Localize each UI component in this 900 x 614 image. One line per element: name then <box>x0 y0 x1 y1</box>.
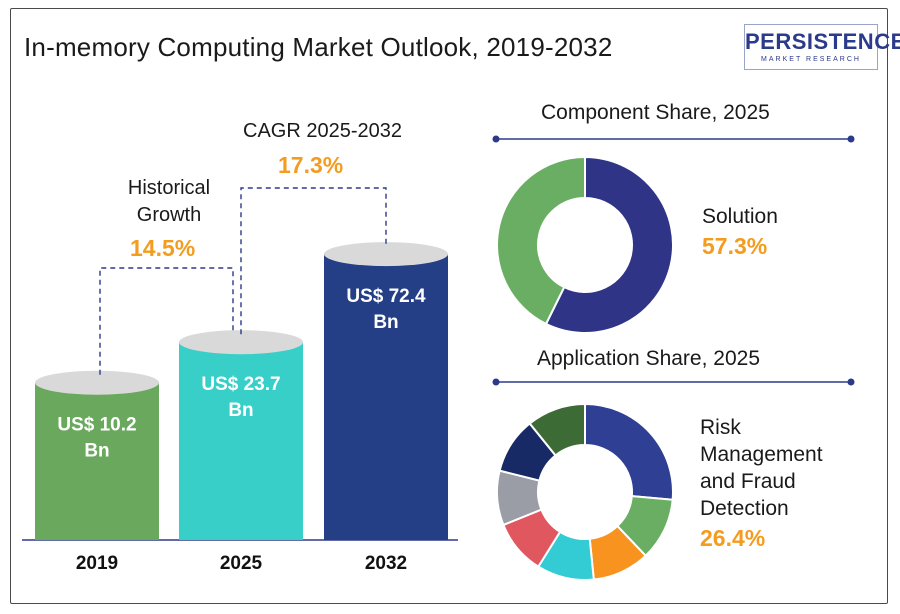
historical-growth-label: Historical Growth <box>104 175 234 229</box>
x-tick-label-2025: 2025 <box>220 553 263 574</box>
bar-value-label-2032: US$ 72.4 <box>346 286 426 307</box>
brand-logo: PERSISTENCE MARKET RESEARCH <box>744 24 900 70</box>
bar-value-label-2025: US$ 23.7 <box>201 374 280 395</box>
bar-value-unit-2019: Bn <box>84 441 109 462</box>
x-tick-label-2019: 2019 <box>76 553 118 574</box>
infographic-frame <box>10 8 888 604</box>
bar-value-unit-2025: Bn <box>228 400 253 421</box>
application-divider-dot-left <box>492 378 500 386</box>
component-donut-chart <box>496 155 674 334</box>
component-donut-slice-1 <box>496 155 586 326</box>
component-donut-slice-0 <box>544 155 674 334</box>
component-divider-dot-left <box>492 135 500 143</box>
component-highlight-value: 57.3% <box>702 233 768 259</box>
application-donut-chart <box>496 402 674 581</box>
historical-growth-line1: Historical <box>127 177 211 199</box>
x-tick-label-2032: 2032 <box>365 553 407 574</box>
bar-2019 <box>35 382 159 540</box>
bar-top-2032 <box>324 242 448 267</box>
logo-subtitle: MARKET RESEARCH <box>761 56 861 63</box>
page-title: In-memory Computing Market Outlook, 2019… <box>24 32 613 62</box>
bar-top-2019 <box>35 370 159 395</box>
application-highlight-line3: and Fraud <box>700 470 796 493</box>
component-highlight-label: Solution <box>702 205 778 228</box>
cagr-label: CAGR 2025-2032 <box>243 120 402 142</box>
application-donut-slice-7 <box>528 402 586 457</box>
application-donut-slice-0 <box>584 402 674 501</box>
application-highlight-line4: Detection <box>700 497 789 520</box>
application-highlight-label: Risk Management and Fraud Detection <box>700 414 823 522</box>
application-share-title: Application Share, 2025 <box>537 347 760 370</box>
component-divider-dot-right <box>847 135 855 143</box>
bar-2032 <box>324 254 448 540</box>
application-divider-dot-right <box>847 378 855 386</box>
cagr-value: 17.3% <box>278 152 344 178</box>
logo-name: PERSISTENCE <box>745 29 900 54</box>
historical-growth-value: 14.5% <box>130 235 196 261</box>
application-highlight-line1: Risk <box>700 416 741 439</box>
historical-growth-line2: Growth <box>136 204 202 226</box>
cagr-connector <box>240 187 387 335</box>
application-highlight-line2: Management <box>700 443 823 466</box>
historical-growth-connector <box>99 267 234 375</box>
application-highlight-value: 26.4% <box>700 525 766 551</box>
bar-value-label-2019: US$ 10.2 <box>57 415 136 436</box>
bar-2025 <box>179 342 303 540</box>
bar-value-unit-2032: Bn <box>373 312 398 333</box>
component-share-title: Component Share, 2025 <box>541 101 770 124</box>
bar-top-2025 <box>179 330 303 355</box>
